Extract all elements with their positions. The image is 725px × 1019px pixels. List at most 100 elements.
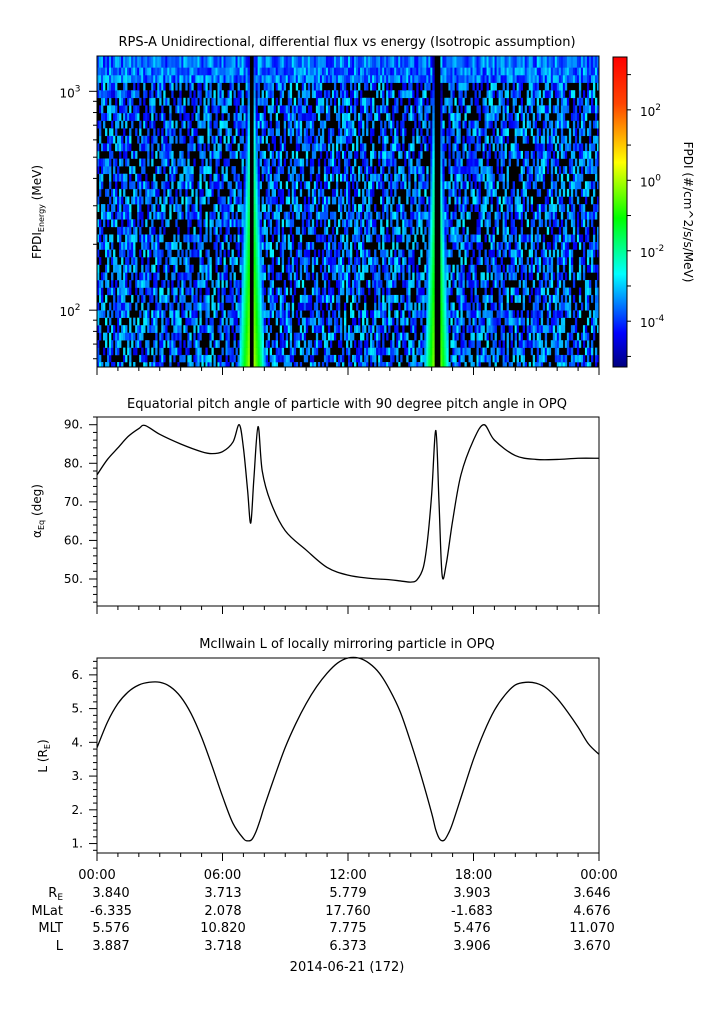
heatmap-cell <box>520 264 523 273</box>
heatmap-cell <box>269 219 272 228</box>
heatmap-cell <box>458 294 461 303</box>
heatmap-cell <box>275 257 279 265</box>
heatmap-cell <box>237 354 240 363</box>
heatmap-cell <box>442 317 445 326</box>
heatmap-cell <box>269 120 272 129</box>
heatmap-cell <box>348 196 351 205</box>
heatmap-cell <box>562 279 566 288</box>
heatmap-cell <box>396 173 399 182</box>
heatmap-cell <box>452 310 455 318</box>
heatmap-cell <box>217 257 220 265</box>
heatmap-cell <box>560 120 564 129</box>
heatmap-cell <box>313 249 317 258</box>
heatmap-cell <box>113 264 116 273</box>
heatmap-cell <box>354 325 357 333</box>
heatmap-cell <box>107 204 110 213</box>
heatmap-cell <box>317 294 321 303</box>
heatmap-cell <box>544 219 548 228</box>
heatmap-cell <box>277 204 281 213</box>
heatmap-cell <box>315 173 319 182</box>
heatmap-cell <box>97 196 100 205</box>
heatmap-cell <box>564 287 568 296</box>
heatmap-cell <box>580 158 584 167</box>
heatmap-cell <box>488 325 491 333</box>
heatmap-cell <box>564 362 568 368</box>
heatmap-cell <box>556 257 560 265</box>
heatmap-cell <box>213 204 216 213</box>
heatmap-cell <box>309 294 313 303</box>
heatmap-cell <box>596 310 600 318</box>
heatmap-cell <box>255 302 258 311</box>
heatmap-cell <box>398 272 401 281</box>
heatmap-cell <box>213 120 216 129</box>
heatmap-cell <box>420 219 423 228</box>
heatmap-cell <box>564 354 568 363</box>
heatmap-cell <box>572 354 576 363</box>
heatmap-cell <box>406 354 409 363</box>
heatmap-cell <box>325 181 329 190</box>
heatmap-cell <box>171 128 174 137</box>
heatmap-cell <box>283 143 287 152</box>
heatmap-cell <box>97 317 100 326</box>
heatmap-cell <box>139 332 142 341</box>
heatmap-cell <box>273 188 277 197</box>
heatmap-cell <box>223 257 226 265</box>
heatmap-cell <box>327 234 331 243</box>
heatmap-cell <box>498 317 501 326</box>
heatmap-cell <box>267 340 270 348</box>
heatmap-cell <box>464 196 467 205</box>
heatmap-cell <box>428 332 431 341</box>
heatmap-cell <box>448 249 451 258</box>
heatmap-cell <box>255 310 258 318</box>
heatmap-cell <box>317 362 321 368</box>
heatmap-cell <box>440 354 443 363</box>
heatmap-cell <box>382 325 385 333</box>
heatmap-cell <box>380 173 383 182</box>
heatmap-cell <box>444 317 447 326</box>
heatmap-cell <box>235 347 238 356</box>
heatmap-cell <box>287 264 291 273</box>
heatmap-cell <box>333 196 337 205</box>
heatmap-cell <box>289 173 293 182</box>
heatmap-cell <box>428 310 431 318</box>
heatmap-cell <box>307 294 311 303</box>
heatmap-cell <box>157 362 160 368</box>
heatmap-cell <box>237 181 240 190</box>
heatmap-cell <box>231 211 234 220</box>
heatmap-cell <box>384 173 387 182</box>
heatmap-cell <box>181 196 184 205</box>
heatmap-cell <box>113 332 116 341</box>
heatmap-cell <box>175 135 178 144</box>
heatmap-cell <box>458 317 461 326</box>
heatmap-cell <box>420 128 423 137</box>
heatmap-cell <box>452 234 455 243</box>
heatmap-cell <box>169 135 172 144</box>
heatmap-cell <box>468 135 471 144</box>
heatmap-cell <box>594 279 598 288</box>
heatmap-cell <box>245 135 248 144</box>
heatmap-cell <box>546 135 550 144</box>
heatmap-cell <box>295 249 299 258</box>
heatmap-cell <box>107 219 110 228</box>
heatmap-cell <box>151 219 154 228</box>
heatmap-cell <box>171 135 174 144</box>
heatmap-cell <box>452 279 455 288</box>
heatmap-cell <box>305 294 309 303</box>
heatmap-cell <box>197 112 200 121</box>
heatmap-cell <box>339 234 343 243</box>
heatmap-cell <box>522 196 526 205</box>
heatmap-cell <box>111 204 114 213</box>
heatmap-cell <box>414 120 417 129</box>
heatmap-cell <box>101 181 104 190</box>
heatmap-cell <box>364 325 367 333</box>
heatmap-cell <box>243 310 246 318</box>
heatmap-cell <box>345 173 349 182</box>
heatmap-cell <box>303 211 307 220</box>
heatmap-cell <box>147 325 150 333</box>
heatmap-cell <box>207 188 210 197</box>
heatmap-cell <box>496 181 499 190</box>
heatmap-cell <box>592 211 596 220</box>
heatmap-cell <box>329 340 333 348</box>
heatmap-cell <box>161 340 164 348</box>
heatmap-cell <box>418 211 421 220</box>
